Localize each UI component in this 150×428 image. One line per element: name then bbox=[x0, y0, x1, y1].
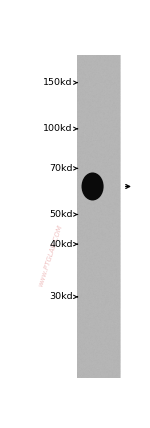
FancyBboxPatch shape bbox=[77, 55, 120, 377]
Text: www.PTGLAB.COM: www.PTGLAB.COM bbox=[37, 224, 63, 288]
Text: 150kd: 150kd bbox=[43, 78, 73, 87]
Text: 30kd: 30kd bbox=[49, 292, 73, 301]
Text: 40kd: 40kd bbox=[49, 240, 73, 249]
Text: 50kd: 50kd bbox=[49, 210, 73, 219]
Text: 70kd: 70kd bbox=[49, 164, 73, 173]
Text: 100kd: 100kd bbox=[43, 124, 73, 133]
Ellipse shape bbox=[82, 172, 104, 200]
